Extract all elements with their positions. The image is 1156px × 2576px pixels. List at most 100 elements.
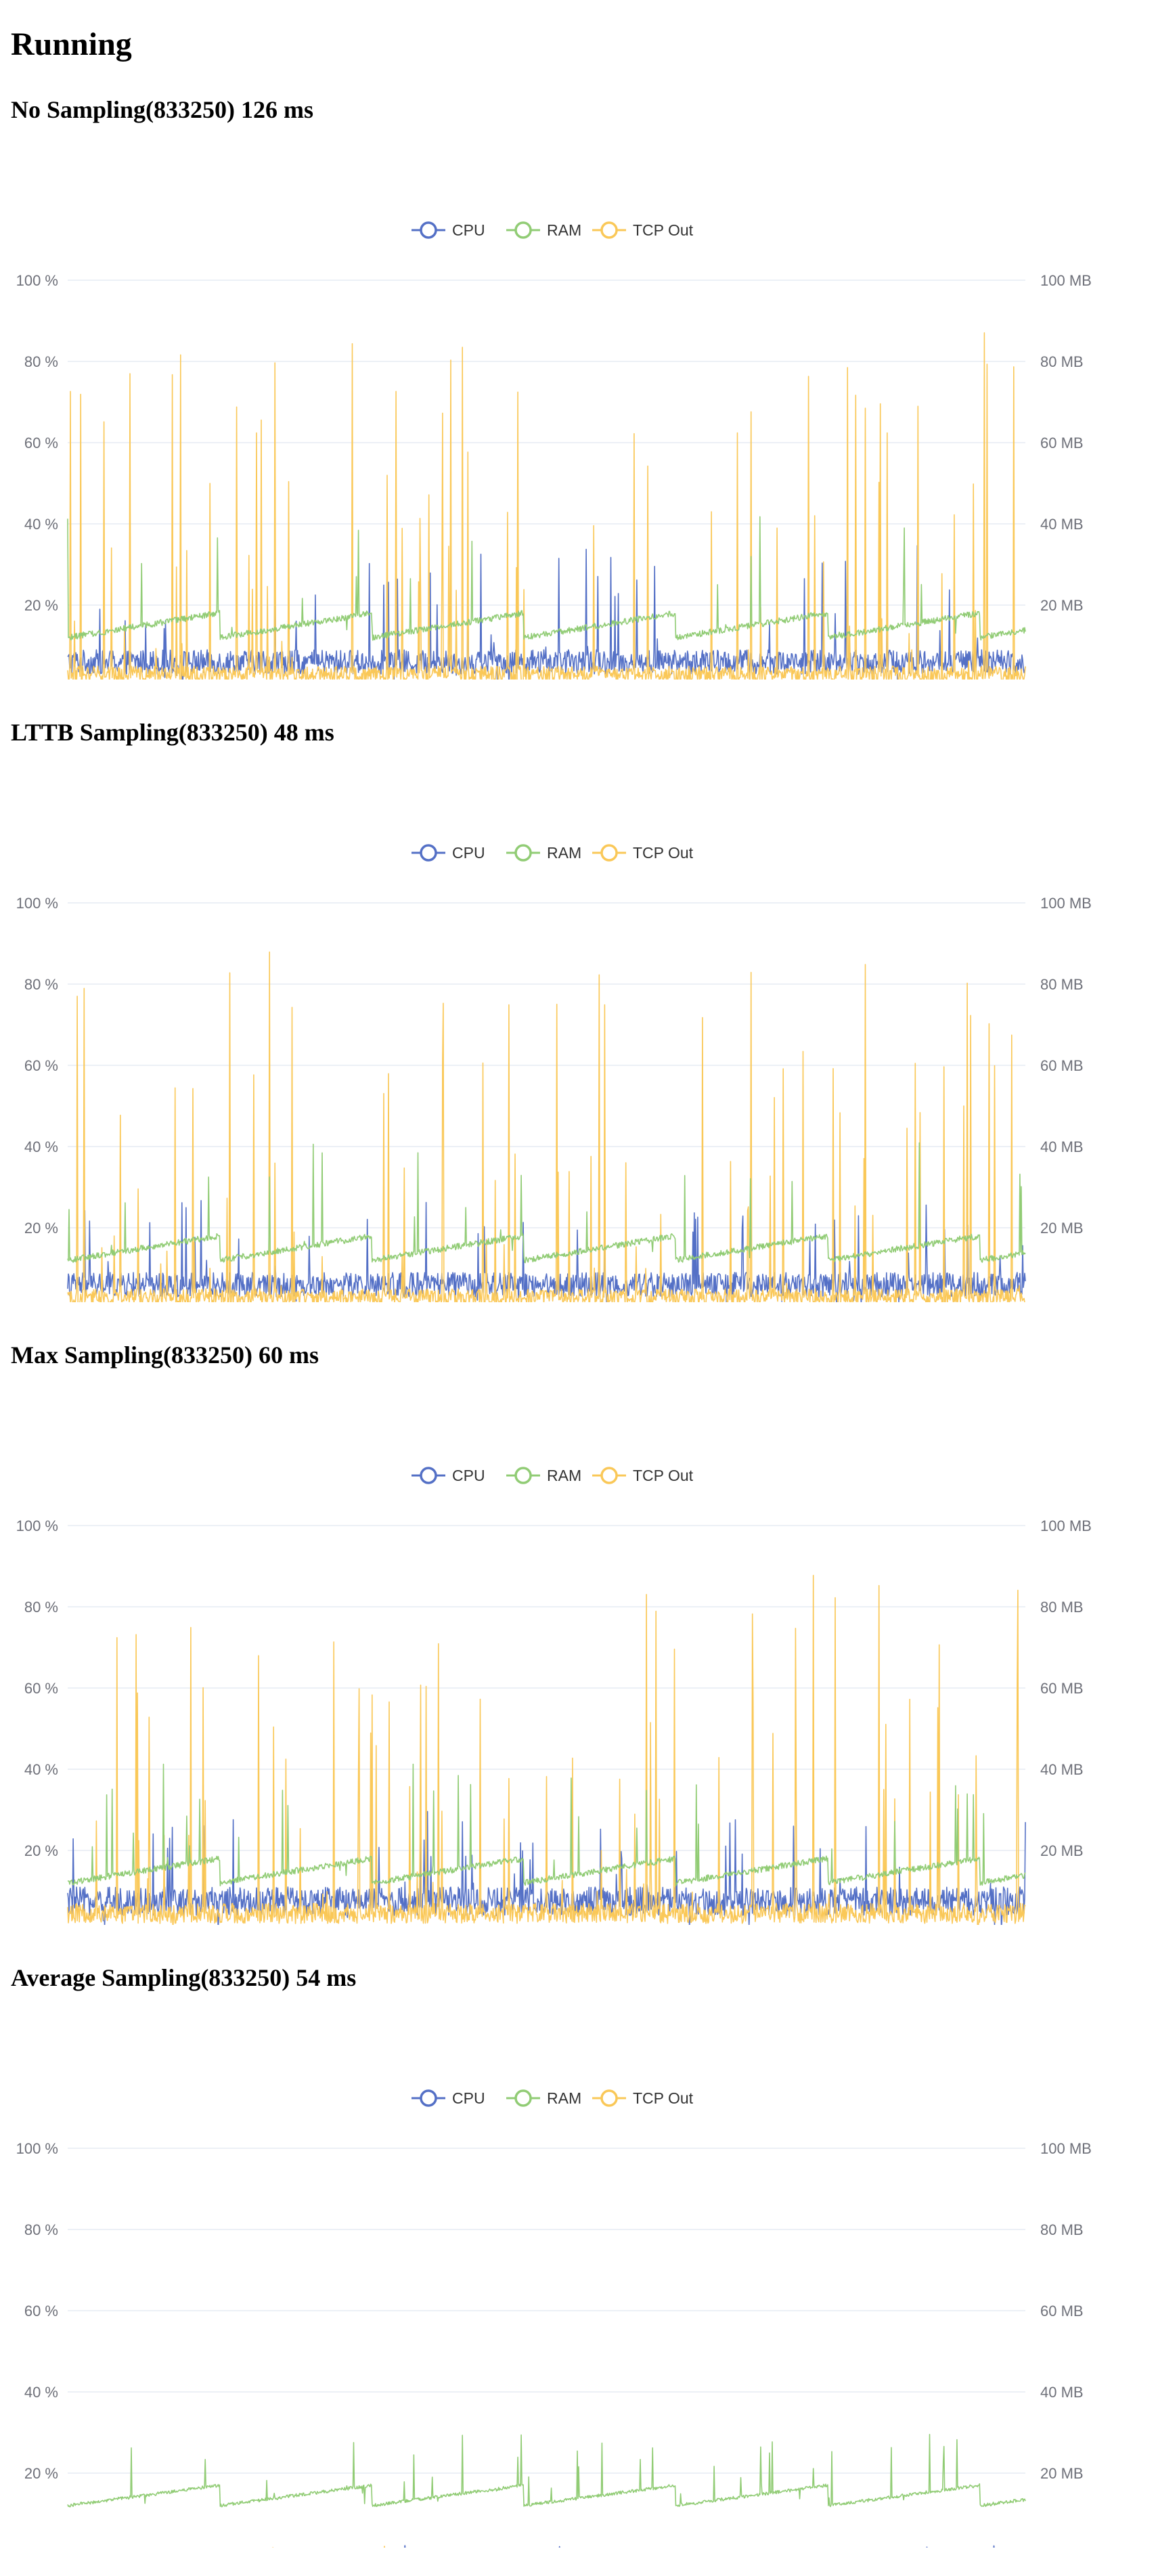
series-line-tcp-out: [67, 1574, 1026, 1925]
legend-marker-icon: [600, 844, 618, 862]
chart-title: No Sampling(833250) 126 ms: [11, 96, 314, 123]
legend-label: RAM: [547, 844, 581, 862]
y-left-tick-label: 100 %: [16, 2140, 58, 2157]
legend[interactable]: CPU RAM TCP Out: [412, 1467, 694, 1484]
y-right-tick-label: 100 MB: [1040, 272, 1092, 289]
legend-item-ram[interactable]: RAM: [506, 1467, 581, 1484]
legend[interactable]: CPU RAM TCP Out: [412, 2089, 694, 2107]
y-left-tick-label: 60 %: [24, 2303, 58, 2319]
grid: 0 % 0 MB 20 % 20 MB 40 % 40 MB 60 % 60 MB 80 % 80…: [16, 1517, 1092, 1925]
y-right-tick-label: 40 MB: [1040, 2384, 1084, 2401]
series-line-ram: [67, 2433, 1026, 2508]
legend-item-cpu[interactable]: CPU: [412, 844, 485, 862]
legend-label: RAM: [547, 221, 581, 239]
legend-item-tcp-out[interactable]: TCP Out: [592, 2089, 694, 2107]
legend[interactable]: CPU RAM TCP Out: [412, 844, 694, 862]
series-line-tcp-out: [67, 332, 1026, 680]
series-line-cpu: [67, 1811, 1026, 1925]
legend-marker-icon: [420, 221, 437, 239]
legend-item-ram[interactable]: RAM: [506, 221, 581, 239]
y-right-tick-label: 40 MB: [1040, 1761, 1084, 1778]
series-line-ram: [67, 1763, 1026, 1887]
grid: 0 % 0 MB 20 % 20 MB 40 % 40 MB 60 % 60 MB 80 % 80…: [16, 895, 1092, 1302]
legend-item-cpu[interactable]: CPU: [412, 2089, 485, 2107]
y-left-tick-label: 100 %: [16, 895, 58, 912]
series-line-tcp-out: [272, 2546, 385, 2548]
y-right-tick-label: 20 MB: [1040, 1220, 1084, 1237]
y-left-tick-label: 80 %: [24, 1599, 58, 1616]
y-left-tick-label: 40 %: [24, 516, 58, 533]
y-left-tick-label: 100 %: [16, 1517, 58, 1534]
legend-item-tcp-out[interactable]: TCP Out: [592, 221, 694, 239]
y-left-tick-label: 20 %: [24, 1842, 58, 1859]
y-right-tick-label: 60 MB: [1040, 435, 1084, 451]
legend-label: CPU: [452, 1467, 485, 1484]
y-left-tick-label: 80 %: [24, 976, 58, 993]
legend-label: TCP Out: [633, 2089, 694, 2107]
y-left-tick-label: 0 %: [32, 1924, 58, 1925]
y-right-tick-label: 60 MB: [1040, 1680, 1084, 1697]
legend-marker-icon: [514, 221, 532, 239]
series-group: [67, 951, 1026, 1302]
legend-item-cpu[interactable]: CPU: [412, 1467, 485, 1484]
series-line-tcp-out: [67, 951, 1025, 1302]
legend-label: RAM: [547, 2089, 581, 2107]
grid: 0 % 0 MB 20 % 20 MB 40 % 40 MB 60 % 60 MB 80 % 80…: [16, 272, 1092, 680]
legend-label: RAM: [547, 1467, 581, 1484]
y-right-tick-label: 40 MB: [1040, 516, 1084, 533]
page-title: Running: [11, 26, 132, 62]
y-left-tick-label: 0 %: [32, 678, 58, 680]
series-group: [67, 332, 1026, 680]
legend-marker-icon: [420, 844, 437, 862]
legend-marker-icon: [514, 2089, 532, 2107]
line-chart: CPU RAM TCP Out 0 % 0 MB 20 % 20 MB 40 % 40 MB 60…: [16, 221, 1092, 680]
y-left-tick-label: 60 %: [24, 435, 58, 451]
y-right-tick-label: 20 MB: [1040, 597, 1084, 614]
legend-label: TCP Out: [633, 844, 694, 862]
chart-title: Max Sampling(833250) 60 ms: [11, 1341, 319, 1369]
y-left-tick-label: 0 %: [32, 1301, 58, 1302]
y-right-tick-label: 20 MB: [1040, 2465, 1084, 2482]
y-left-tick-label: 20 %: [24, 597, 58, 614]
y-left-tick-label: 80 %: [24, 353, 58, 370]
legend-marker-icon: [600, 2089, 618, 2107]
chart-title: LTTB Sampling(833250) 48 ms: [11, 719, 334, 746]
y-left-tick-label: 60 %: [24, 1680, 58, 1697]
y-right-tick-label: 0 MB: [1040, 1924, 1075, 1925]
series-line-cpu: [404, 2545, 995, 2548]
y-right-tick-label: 40 MB: [1040, 1138, 1084, 1155]
y-right-tick-label: 20 MB: [1040, 1842, 1084, 1859]
line-chart: CPU RAM TCP Out 0 % 0 MB 20 % 20 MB 40 % 40 MB 60…: [16, 1467, 1092, 1925]
legend-marker-icon: [514, 844, 532, 862]
legend-marker-icon: [600, 1467, 618, 1484]
legend[interactable]: CPU RAM TCP Out: [412, 221, 694, 239]
legend-item-ram[interactable]: RAM: [506, 2089, 581, 2107]
y-left-tick-label: 0 %: [32, 2546, 58, 2548]
series-line-ram: [67, 516, 1026, 641]
line-chart: CPU RAM TCP Out 0 % 0 MB 20 % 20 MB 40 % 40 MB 60…: [16, 844, 1092, 1302]
y-left-tick-label: 20 %: [24, 2465, 58, 2482]
legend-marker-icon: [600, 221, 618, 239]
y-right-tick-label: 60 MB: [1040, 2303, 1084, 2319]
legend-label: TCP Out: [633, 221, 694, 239]
chart-title: Average Sampling(833250) 54 ms: [11, 1964, 357, 1991]
y-right-tick-label: 80 MB: [1040, 1599, 1084, 1616]
legend-marker-icon: [420, 1467, 437, 1484]
y-left-tick-label: 60 %: [24, 1057, 58, 1074]
series-group: [67, 2433, 1026, 2548]
series-line-ram: [67, 1142, 1026, 1264]
legend-item-tcp-out[interactable]: TCP Out: [592, 1467, 694, 1484]
legend-item-cpu[interactable]: CPU: [412, 221, 485, 239]
y-right-tick-label: 100 MB: [1040, 1517, 1092, 1534]
y-right-tick-label: 80 MB: [1040, 2221, 1084, 2238]
y-right-tick-label: 80 MB: [1040, 976, 1084, 993]
legend-label: CPU: [452, 844, 485, 862]
legend-item-tcp-out[interactable]: TCP Out: [592, 844, 694, 862]
series-group: [67, 1574, 1026, 1925]
legend-marker-icon: [420, 2089, 437, 2107]
y-left-tick-label: 100 %: [16, 272, 58, 289]
legend-item-ram[interactable]: RAM: [506, 844, 581, 862]
legend-label: CPU: [452, 221, 485, 239]
y-right-tick-label: 0 MB: [1040, 1301, 1075, 1302]
y-left-tick-label: 80 %: [24, 2221, 58, 2238]
